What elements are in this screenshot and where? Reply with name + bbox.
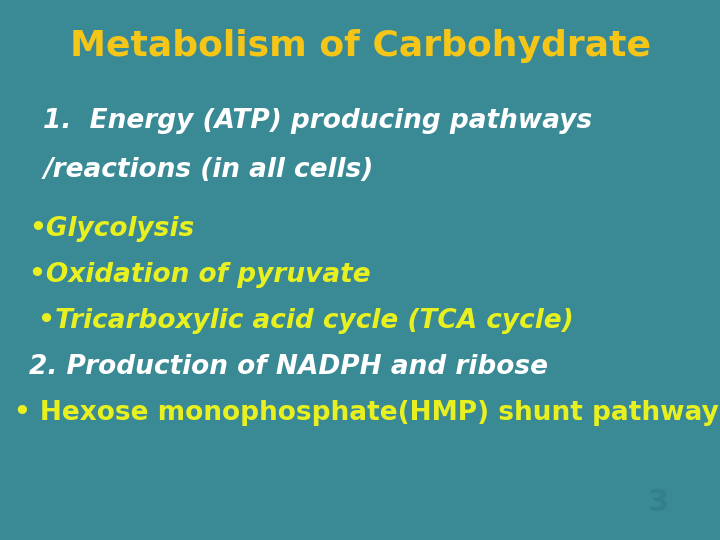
Text: • Hexose monophosphate(HMP) shunt pathway: • Hexose monophosphate(HMP) shunt pathwa… (14, 400, 719, 426)
Text: •Oxidation of pyruvate: •Oxidation of pyruvate (29, 262, 370, 288)
Text: 2. Production of NADPH and ribose: 2. Production of NADPH and ribose (29, 354, 548, 380)
Text: /reactions (in all cells): /reactions (in all cells) (43, 157, 374, 183)
Text: Metabolism of Carbohydrate: Metabolism of Carbohydrate (70, 29, 650, 63)
Text: •Glycolysis: •Glycolysis (29, 217, 194, 242)
Text: 1.  Energy (ATP) producing pathways: 1. Energy (ATP) producing pathways (43, 109, 593, 134)
Text: •Tricarboxylic acid cycle (TCA cycle): •Tricarboxylic acid cycle (TCA cycle) (29, 308, 573, 334)
Text: 3: 3 (649, 488, 670, 517)
